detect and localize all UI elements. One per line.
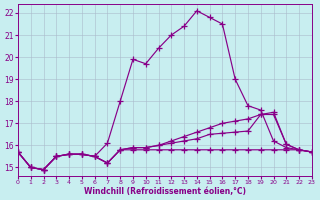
X-axis label: Windchill (Refroidissement éolien,°C): Windchill (Refroidissement éolien,°C) <box>84 187 246 196</box>
